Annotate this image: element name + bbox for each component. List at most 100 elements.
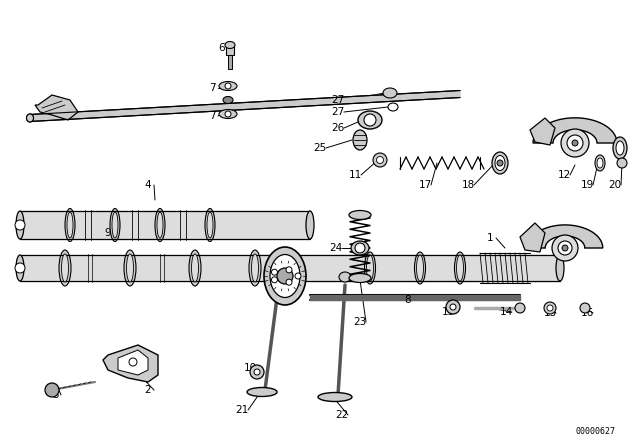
- Ellipse shape: [353, 130, 367, 150]
- Ellipse shape: [495, 155, 505, 171]
- Ellipse shape: [415, 252, 426, 284]
- Ellipse shape: [61, 254, 68, 282]
- Polygon shape: [20, 211, 310, 239]
- Circle shape: [15, 263, 25, 273]
- Text: 26: 26: [332, 123, 344, 133]
- Ellipse shape: [207, 212, 213, 238]
- Ellipse shape: [16, 255, 24, 281]
- Text: 21: 21: [236, 405, 248, 415]
- Ellipse shape: [367, 255, 374, 281]
- Ellipse shape: [351, 241, 369, 255]
- Circle shape: [286, 279, 292, 285]
- Polygon shape: [20, 255, 560, 281]
- Circle shape: [277, 268, 293, 284]
- Ellipse shape: [274, 277, 286, 287]
- Ellipse shape: [306, 211, 314, 239]
- Ellipse shape: [454, 252, 465, 284]
- Ellipse shape: [112, 212, 118, 238]
- Circle shape: [295, 273, 301, 279]
- Circle shape: [515, 303, 525, 313]
- Ellipse shape: [358, 111, 382, 129]
- Ellipse shape: [205, 208, 215, 241]
- Text: 23: 23: [353, 317, 367, 327]
- Ellipse shape: [191, 254, 198, 282]
- Circle shape: [45, 383, 59, 397]
- Polygon shape: [103, 345, 158, 382]
- Polygon shape: [530, 118, 555, 145]
- Ellipse shape: [26, 114, 33, 122]
- Circle shape: [561, 129, 589, 157]
- Polygon shape: [30, 90, 460, 121]
- Circle shape: [376, 156, 383, 164]
- Text: 13: 13: [442, 307, 454, 317]
- Ellipse shape: [124, 250, 136, 286]
- Bar: [228, 55, 232, 69]
- Circle shape: [558, 241, 572, 255]
- Text: 16: 16: [580, 308, 594, 318]
- Text: 14: 14: [499, 307, 513, 317]
- Circle shape: [364, 114, 376, 126]
- Text: 20: 20: [609, 180, 621, 190]
- Text: 9: 9: [105, 228, 111, 238]
- Polygon shape: [35, 95, 78, 120]
- Circle shape: [271, 269, 278, 275]
- Polygon shape: [533, 118, 617, 143]
- Text: 10: 10: [243, 363, 257, 373]
- Circle shape: [497, 160, 503, 166]
- Ellipse shape: [223, 96, 233, 103]
- Ellipse shape: [65, 208, 75, 241]
- Ellipse shape: [155, 208, 165, 241]
- Circle shape: [129, 358, 137, 366]
- Text: 27: 27: [332, 95, 344, 105]
- Ellipse shape: [252, 254, 259, 282]
- Polygon shape: [118, 350, 148, 375]
- Ellipse shape: [339, 272, 351, 282]
- Ellipse shape: [595, 155, 605, 171]
- Circle shape: [250, 365, 264, 379]
- Circle shape: [450, 304, 456, 310]
- Circle shape: [254, 369, 260, 375]
- Text: 22: 22: [335, 410, 349, 420]
- Ellipse shape: [264, 247, 306, 305]
- Text: 7: 7: [209, 111, 215, 121]
- Ellipse shape: [365, 252, 376, 284]
- Polygon shape: [310, 295, 520, 300]
- Ellipse shape: [349, 211, 371, 220]
- Circle shape: [552, 235, 578, 261]
- Text: 15: 15: [543, 308, 557, 318]
- Ellipse shape: [417, 255, 424, 281]
- Circle shape: [15, 220, 25, 230]
- Ellipse shape: [492, 152, 508, 174]
- Text: 11: 11: [348, 170, 362, 180]
- Circle shape: [225, 83, 231, 89]
- Ellipse shape: [219, 82, 237, 90]
- Circle shape: [373, 153, 387, 167]
- Bar: [226, 45, 234, 55]
- Circle shape: [580, 303, 590, 313]
- Ellipse shape: [247, 388, 277, 396]
- Ellipse shape: [219, 109, 237, 119]
- Ellipse shape: [225, 42, 235, 48]
- Polygon shape: [310, 255, 560, 281]
- Ellipse shape: [613, 137, 627, 159]
- Ellipse shape: [349, 273, 371, 283]
- Text: 2: 2: [145, 385, 151, 395]
- Ellipse shape: [110, 208, 120, 241]
- Ellipse shape: [157, 212, 163, 238]
- Text: 24: 24: [330, 243, 342, 253]
- Circle shape: [271, 277, 278, 283]
- Text: 8: 8: [404, 295, 412, 305]
- Circle shape: [225, 111, 231, 117]
- Ellipse shape: [189, 250, 201, 286]
- Ellipse shape: [270, 254, 300, 297]
- Ellipse shape: [318, 392, 352, 401]
- Polygon shape: [520, 223, 545, 252]
- Text: 4: 4: [145, 180, 151, 190]
- Ellipse shape: [383, 88, 397, 98]
- Circle shape: [572, 140, 578, 146]
- Ellipse shape: [556, 255, 564, 281]
- Polygon shape: [527, 225, 603, 248]
- Text: 18: 18: [461, 180, 475, 190]
- Text: 19: 19: [580, 180, 594, 190]
- Circle shape: [547, 305, 553, 311]
